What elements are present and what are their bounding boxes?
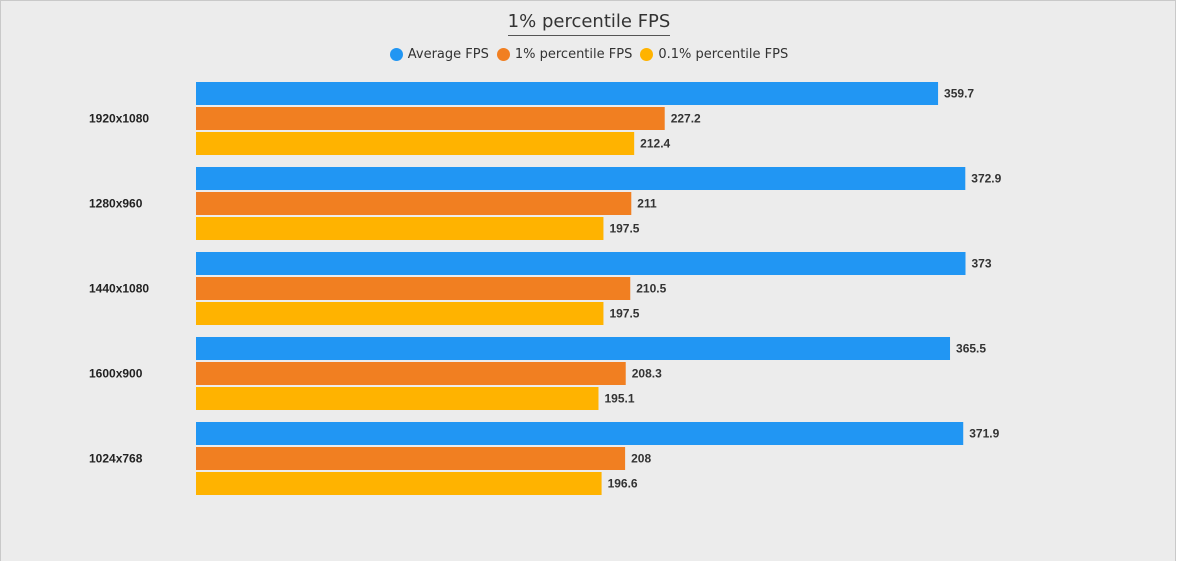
category-label-1440x1080: 1440x1080 xyxy=(89,282,149,296)
value-label-1-percentile-fps-1600x900: 208.3 xyxy=(632,367,662,381)
value-label-average-fps-1024x768: 371.9 xyxy=(969,427,999,441)
value-label-0-1-percentile-fps-1024x768: 196.6 xyxy=(608,477,638,491)
value-label-1-percentile-fps-1920x1080: 227.2 xyxy=(671,112,701,126)
value-label-0-1-percentile-fps-1920x1080: 212.4 xyxy=(640,137,670,151)
legend-swatch-0-1-percentile-fps xyxy=(640,48,654,61)
value-label-average-fps-1600x900: 365.5 xyxy=(956,342,986,356)
legend-item-average-fps[interactable]: Average FPS xyxy=(389,47,489,62)
bar-average-fps-1920x1080[interactable] xyxy=(196,82,939,105)
legend-item-1-percentile-fps[interactable]: 1% percentile FPS xyxy=(496,47,633,62)
bar-average-fps-1280x960[interactable] xyxy=(196,167,966,190)
category-label-1280x960: 1280x960 xyxy=(89,197,143,211)
bar-1-percentile-fps-1280x960[interactable] xyxy=(196,192,632,215)
value-label-0-1-percentile-fps-1600x900: 195.1 xyxy=(604,392,634,406)
bar-average-fps-1024x768[interactable] xyxy=(196,422,964,445)
legend-label-average-fps: Average FPS xyxy=(407,47,489,62)
bar-0-1-percentile-fps-1920x1080[interactable] xyxy=(196,132,635,155)
value-label-1-percentile-fps-1440x1080: 210.5 xyxy=(636,282,666,296)
legend-swatch-average-fps xyxy=(389,48,403,61)
legend-swatch-1-percentile-fps xyxy=(496,48,510,61)
bar-1-percentile-fps-1440x1080[interactable] xyxy=(196,277,631,300)
value-label-average-fps-1920x1080: 359.7 xyxy=(944,87,974,101)
bar-0-1-percentile-fps-1024x768[interactable] xyxy=(196,472,602,495)
bar-0-1-percentile-fps-1600x900[interactable] xyxy=(196,387,599,410)
value-label-1-percentile-fps-1280x960: 211 xyxy=(637,197,657,211)
value-label-average-fps-1440x1080: 373 xyxy=(971,257,991,271)
value-label-1-percentile-fps-1024x768: 208 xyxy=(631,452,651,466)
category-label-1600x900: 1600x900 xyxy=(89,367,143,381)
value-label-average-fps-1280x960: 372.9 xyxy=(971,172,1001,186)
legend-label-1-percentile-fps: 1% percentile FPS xyxy=(514,47,633,62)
bar-1-percentile-fps-1920x1080[interactable] xyxy=(196,107,665,130)
legend-label-0-1-percentile-fps: 0.1% percentile FPS xyxy=(658,47,789,62)
bar-0-1-percentile-fps-1440x1080[interactable] xyxy=(196,302,604,325)
value-label-0-1-percentile-fps-1440x1080: 197.5 xyxy=(609,307,639,321)
bar-average-fps-1440x1080[interactable] xyxy=(196,252,966,275)
legend-item-0-1-percentile-fps[interactable]: 0.1% percentile FPS xyxy=(640,47,788,62)
bar-0-1-percentile-fps-1280x960[interactable] xyxy=(196,217,604,240)
category-label-1920x1080: 1920x1080 xyxy=(89,112,149,126)
bar-1-percentile-fps-1600x900[interactable] xyxy=(196,362,626,385)
bar-average-fps-1600x900[interactable] xyxy=(196,337,951,360)
bar-1-percentile-fps-1024x768[interactable] xyxy=(196,447,626,470)
chart-legend: Average FPS 1% percentile FPS 0.1% perce… xyxy=(1,47,1177,62)
value-label-0-1-percentile-fps-1280x960: 197.5 xyxy=(609,222,639,236)
category-label-1024x768: 1024x768 xyxy=(89,452,143,466)
chart-title: 1% percentile FPS xyxy=(1,11,1177,36)
